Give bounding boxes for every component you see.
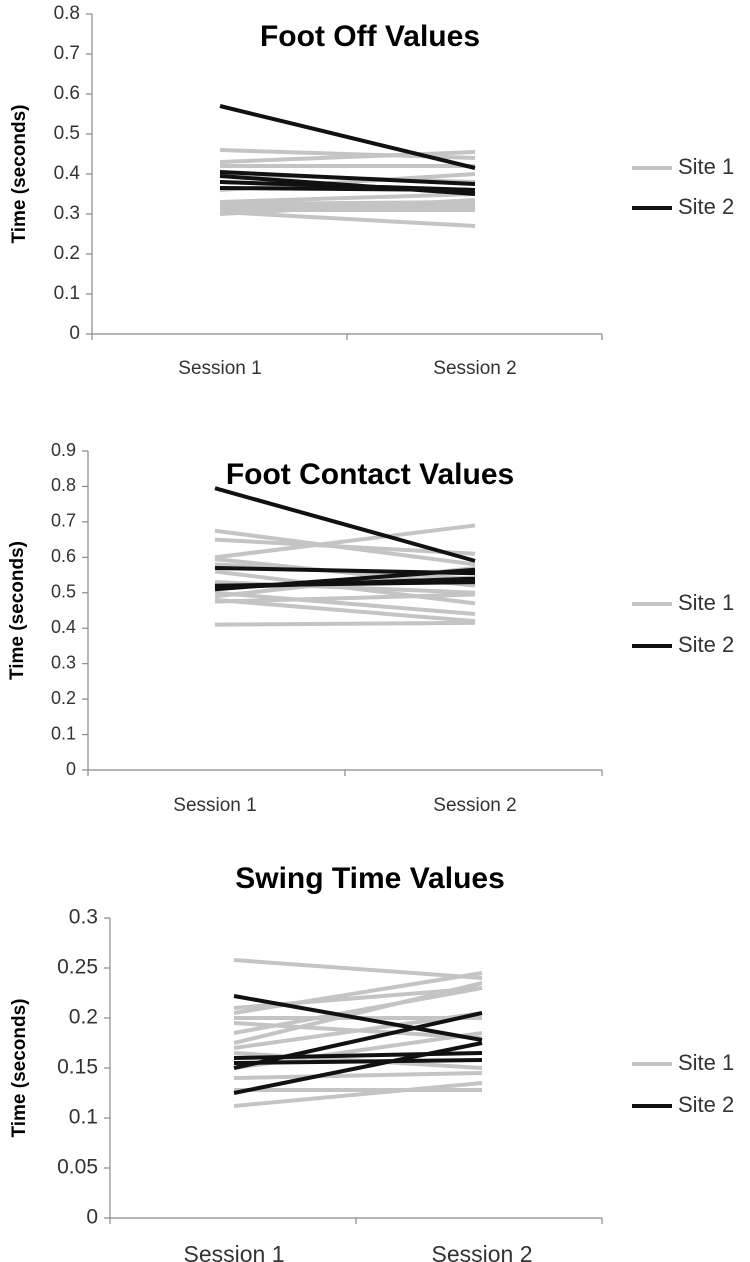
y-axis-label: Time (seconds): [9, 998, 30, 1137]
series-2-line-2: [219, 170, 476, 186]
x-category-label-2: Session 2: [433, 358, 516, 379]
y-tick-label-0-25: 0.25: [57, 956, 98, 979]
legend-label-site-1: Site 1: [678, 154, 734, 179]
legend-label-site-1: Site 1: [678, 1050, 734, 1075]
y-tick-label-0-05: 0.05: [57, 1156, 98, 1179]
series-1-line-13: [233, 1081, 483, 1108]
chart-title: Foot Contact Values: [226, 458, 514, 491]
y-tick-label-0-9: 0.9: [51, 440, 76, 460]
y-tick-label-0: 0: [86, 1206, 98, 1229]
series-1-line-11: [214, 592, 476, 604]
chart-panel-2: Foot Contact Values Time (seconds) 0 0.1 0.2…: [7, 440, 734, 816]
series-1-line-8: [233, 1011, 483, 1050]
y-tick-label-0-6: 0.6: [51, 546, 76, 566]
series-2-line-3: [233, 1058, 483, 1065]
chart-panel-3: Swing Time Values Time (seconds) 0 0.05 0.1 0…: [9, 862, 734, 1262]
legend-label-site-2: Site 2: [678, 1092, 734, 1117]
series-2-line-5: [214, 567, 476, 592]
y-tick-label-0-7: 0.7: [54, 43, 80, 64]
y-tick-label-0-7: 0.7: [51, 511, 76, 531]
series-1-line-10: [214, 597, 476, 624]
y-tick-label-0-5: 0.5: [54, 123, 80, 144]
y-tick-label-0-3: 0.3: [69, 906, 98, 929]
series-2-line-1: [233, 994, 483, 1042]
series-2-lines: [233, 994, 483, 1095]
series-1-line-2: [214, 537, 476, 556]
y-tick-label-0-4: 0.4: [51, 617, 76, 637]
y-tick-label-0: 0: [69, 323, 80, 344]
series-2-line-1: [219, 104, 476, 170]
series-1-line-3: [233, 971, 483, 1015]
y-tick-label-0-2: 0.2: [54, 243, 80, 264]
x-category-label-1: Session 1: [173, 795, 256, 816]
series-2-line-1: [214, 486, 476, 563]
series-2-line-5: [219, 186, 476, 192]
series-1-line-7: [233, 981, 483, 1045]
legend-label-site-2: Site 2: [678, 632, 734, 657]
y-tick-label-0: 0: [66, 759, 76, 779]
x-category-label-2: Session 2: [431, 1241, 532, 1262]
y-tick-label-0-15: 0.15: [57, 1056, 98, 1079]
y-tick-label-0-6: 0.6: [54, 83, 80, 104]
y-tick-label-0-1: 0.1: [51, 723, 76, 743]
y-axis-label: Time (seconds): [7, 541, 28, 680]
chart-panel-1: Foot Off Values Time (seconds) 0 0.1 0.2 0.3 0…: [9, 3, 734, 379]
y-tick-label-0-2: 0.2: [51, 688, 76, 708]
series-1-line-11: [233, 1071, 483, 1080]
y-tick-label-0-2: 0.2: [69, 1006, 98, 1029]
x-category-label-2: Session 2: [433, 795, 516, 816]
y-tick-label-0-8: 0.8: [54, 3, 80, 24]
x-category-label-1: Session 1: [178, 358, 261, 379]
series-1-line-11: [219, 210, 476, 228]
series-2-lines: [214, 486, 476, 592]
series-2-lines: [219, 104, 476, 196]
series-1-line-8: [214, 590, 476, 617]
y-tick-label-0-1: 0.1: [69, 1106, 98, 1129]
series-1-line-6: [233, 986, 483, 1035]
y-tick-label-0-1: 0.1: [54, 283, 80, 304]
chart-title: Swing Time Values: [235, 862, 505, 895]
series-1-line-3: [214, 523, 476, 560]
legend-label-site-1: Site 1: [678, 590, 734, 615]
series-2-line-4: [233, 1011, 483, 1070]
series-1-line-2: [219, 150, 476, 164]
series-1-lines: [214, 523, 476, 627]
chart-title: Foot Off Values: [260, 20, 480, 53]
y-tick-label-0-4: 0.4: [54, 163, 81, 184]
series-1-line-12: [219, 198, 476, 216]
series-2-line-5: [233, 1041, 483, 1095]
y-tick-label-0-8: 0.8: [51, 475, 76, 495]
y-tick-label-0-5: 0.5: [51, 582, 76, 602]
series-1-line-1: [233, 958, 483, 980]
y-tick-label-0-3: 0.3: [51, 652, 76, 672]
series-1-line-12: [214, 620, 476, 627]
legend-label-site-2: Site 2: [678, 194, 734, 219]
x-category-label-1: Session 1: [183, 1241, 284, 1262]
series-1-line-7: [219, 192, 476, 204]
y-axis-label: Time (seconds): [9, 104, 30, 243]
y-tick-label-0-3: 0.3: [54, 203, 80, 224]
